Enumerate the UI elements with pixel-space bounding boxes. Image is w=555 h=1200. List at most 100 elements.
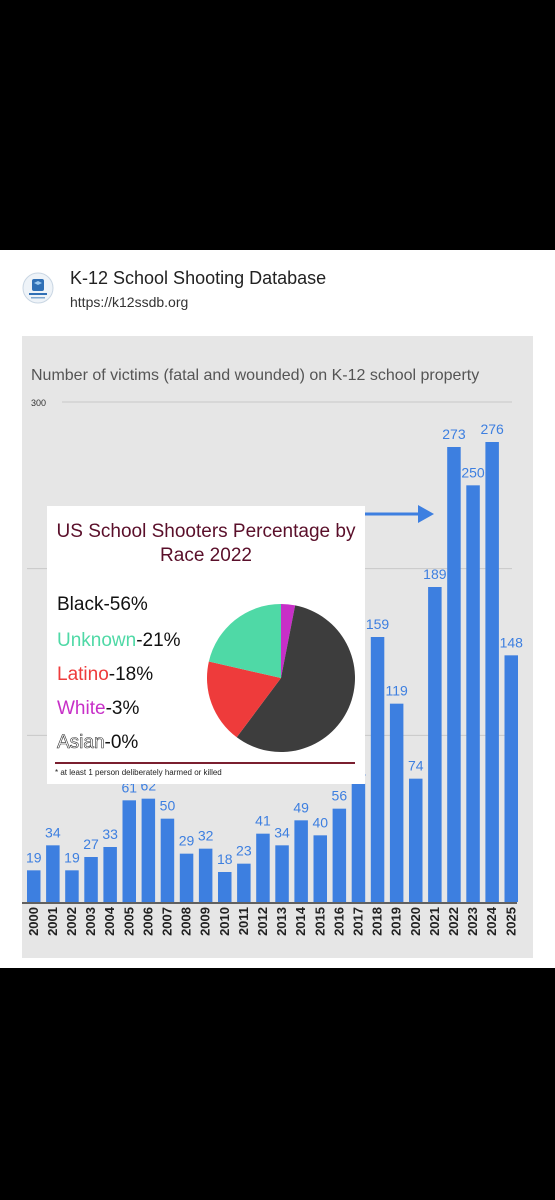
legend-label: Latino (57, 664, 109, 685)
bar (122, 800, 136, 902)
x-tick-label: 2013 (274, 907, 289, 936)
bar-value-label: 32 (198, 828, 214, 844)
bar (447, 447, 461, 902)
legend-item-black: Black-56% (57, 594, 148, 616)
bar-value-label: 250 (461, 464, 485, 480)
bar (389, 703, 404, 902)
bar (179, 853, 194, 902)
bar (218, 872, 232, 902)
bar-value-label: 40 (312, 814, 328, 830)
bar-value-label: 148 (500, 634, 524, 650)
bar (351, 783, 366, 902)
bar (103, 847, 117, 902)
database-title: K-12 School Shooting Database (70, 268, 327, 288)
x-tick-label: 2012 (255, 907, 270, 936)
x-tick-label: 2004 (102, 906, 117, 936)
bar (198, 848, 213, 902)
legend-item-unknown: Unknown-21% (57, 630, 181, 652)
x-tick-label: 2002 (64, 907, 79, 936)
bar-value-label: 29 (179, 833, 195, 849)
x-tick-label: 2006 (140, 907, 155, 936)
bar (160, 818, 175, 902)
bar (313, 835, 327, 902)
bar-value-label: 50 (160, 798, 176, 814)
bar (504, 655, 518, 902)
bar-value-label: 19 (64, 849, 80, 865)
bar-value-label: 159 (366, 616, 390, 632)
legend-item-latino: Latino-18% (57, 664, 153, 686)
x-tick-label: 2008 (179, 907, 194, 936)
bar (65, 870, 79, 902)
bar (237, 863, 251, 902)
bar-value-label: 19 (26, 849, 42, 865)
pie-slice-unknown (208, 604, 281, 678)
legend-label: Asian (57, 732, 105, 754)
database-header: K-12 School Shooting Database https://k1… (0, 250, 555, 320)
pie-slice-black (236, 605, 355, 752)
x-tick-label: 2009 (198, 907, 213, 936)
bar (141, 798, 156, 902)
x-tick-label: 2015 (312, 907, 327, 936)
x-tick-label: 2011 (236, 907, 251, 935)
pie-slice-latino (206, 661, 281, 738)
bar-value-label: 273 (442, 426, 466, 442)
pie-slice-white (281, 604, 296, 678)
bar-value-label: 56 (332, 788, 348, 804)
bar-value-label: 34 (45, 824, 61, 840)
bar-value-label: 34 (274, 824, 290, 840)
legend-percentage: -56% (103, 594, 148, 615)
bar (409, 778, 423, 902)
x-tick-label: 2003 (83, 907, 98, 936)
x-tick-label: 2024 (484, 906, 499, 936)
k12-school-database-logo-icon (22, 272, 54, 304)
pie-chart-title: US School Shooters Percentage by Race 20… (56, 521, 356, 566)
x-tick-label: 2014 (293, 906, 308, 936)
legend-percentage: -18% (108, 664, 154, 685)
x-tick-label: 2001 (45, 907, 60, 936)
bar (27, 870, 41, 902)
bar-value-label: 74 (408, 758, 424, 774)
bar (256, 833, 270, 902)
post-panel: K-12 School Shooting Database https://k1… (0, 250, 555, 968)
divider-line (55, 762, 355, 764)
bar (84, 857, 98, 902)
chart-title: Number of victims (fatal and wounded) on… (31, 367, 479, 384)
bar (485, 442, 499, 902)
bar (46, 845, 60, 902)
bar-value-label: 49 (293, 799, 309, 815)
arrow-head-icon (418, 505, 434, 523)
legend-percentage: -0% (104, 732, 139, 753)
legend-label: White (57, 698, 106, 719)
bar (332, 808, 347, 902)
bar-value-label: 23 (236, 843, 252, 859)
database-url[interactable]: https://k12ssdb.org (70, 294, 189, 310)
bar-value-label: 189 (423, 566, 447, 582)
legend-label: Unknown (57, 630, 137, 651)
bar (466, 485, 480, 902)
bar-value-label: 276 (480, 421, 504, 437)
bar-value-label: 119 (385, 683, 408, 699)
bar-value-label: 41 (255, 813, 271, 829)
x-tick-label: 2020 (408, 907, 423, 936)
x-tick-label: 2007 (159, 907, 174, 936)
legend-label: Black (57, 594, 104, 615)
x-tick-label: 2025 (503, 907, 518, 936)
x-tick-label: 2005 (121, 907, 136, 936)
bar-chart: Number of victims (fatal and wounded) on… (22, 367, 524, 936)
bar-value-label: 18 (217, 851, 233, 867)
pie-footnote: * at least 1 person deliberately harmed … (55, 768, 222, 777)
x-tick-label: 2010 (217, 907, 232, 936)
legend-item-white: White-3% (57, 698, 139, 720)
bar-chart-card: Number of victims (fatal and wounded) on… (22, 336, 533, 958)
x-tick-label: 2021 (427, 907, 442, 936)
x-tick-label: 2023 (465, 907, 480, 936)
bar (428, 587, 442, 902)
bar-value-label: 27 (83, 836, 99, 852)
bar (370, 637, 385, 902)
x-tick-label: 2017 (350, 907, 365, 936)
legend-item-asian: Asian-0% (57, 732, 139, 754)
x-tick-label: 2018 (370, 907, 385, 936)
bar (294, 820, 308, 902)
x-tick-label: 2000 (26, 907, 41, 936)
y-tick-label: 300 (31, 398, 46, 408)
